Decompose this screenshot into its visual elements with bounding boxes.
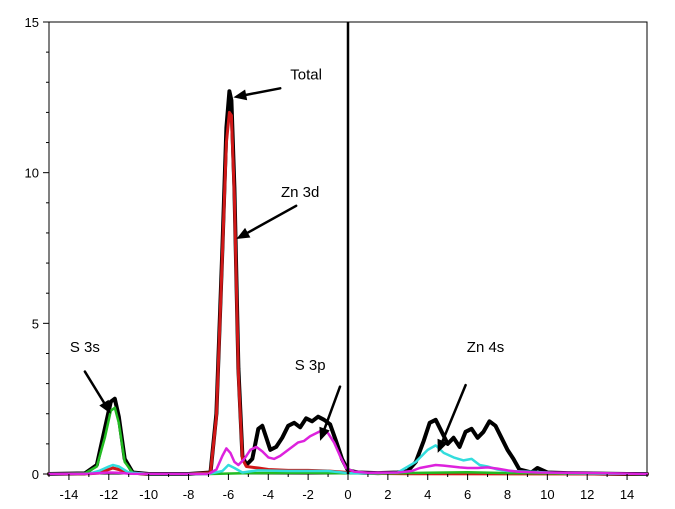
x-tick-label: 12 [580,487,594,502]
annotation-arrow-head [437,438,448,453]
annotation-arrow-head [319,426,330,441]
annotation-arrow-shaft [441,383,467,443]
series-line-5 [47,429,649,476]
annotation-arrow-shaft [83,370,106,404]
y-tick-label: 5 [32,316,39,331]
annotation-arrow-head [99,399,111,414]
x-tick-label: -14 [60,487,79,502]
x-axis: -14 -12 -10 -8 -6 -4 -2 0 2 4 6 8 10 12 14 [48,474,648,502]
x-tick-label: 10 [540,487,554,502]
x-tick-label: -4 [262,487,274,502]
y-tick-label: 10 [25,166,39,181]
x-tick-label: 0 [344,487,351,502]
x-tick-label: -8 [183,487,195,502]
annotation-label: S 3s [70,339,100,356]
annotation-layer: Total Zn 3d S 3s S 3p Zn 4s [70,66,504,453]
x-tick-label: 8 [504,487,511,502]
x-tick-label: 4 [424,487,431,502]
y-axis: 0 5 10 15 [25,15,49,482]
annotation-arrow-shaft [323,385,342,430]
annotation-arrow-head [233,89,248,101]
y-tick-label: 0 [32,467,39,482]
x-tick-label: -2 [302,487,314,502]
x-tick-label: -6 [223,487,235,502]
y-tick-label: 15 [25,15,39,30]
x-tick-label: -12 [99,487,118,502]
annotation-arrow-shaft [244,87,282,97]
annotation-arrow-shaft [246,204,298,234]
annotation-arrow-head [236,227,251,239]
x-tick-label: 6 [464,487,471,502]
annotation-label: Zn 4s [467,339,505,356]
annotation-label: Zn 3d [281,184,319,201]
x-tick-label: 14 [620,487,634,502]
annotation-label: Total [290,66,322,83]
x-tick-label: -10 [139,487,158,502]
annotation-label: S 3p [295,357,326,374]
x-tick-label: 2 [384,487,391,502]
